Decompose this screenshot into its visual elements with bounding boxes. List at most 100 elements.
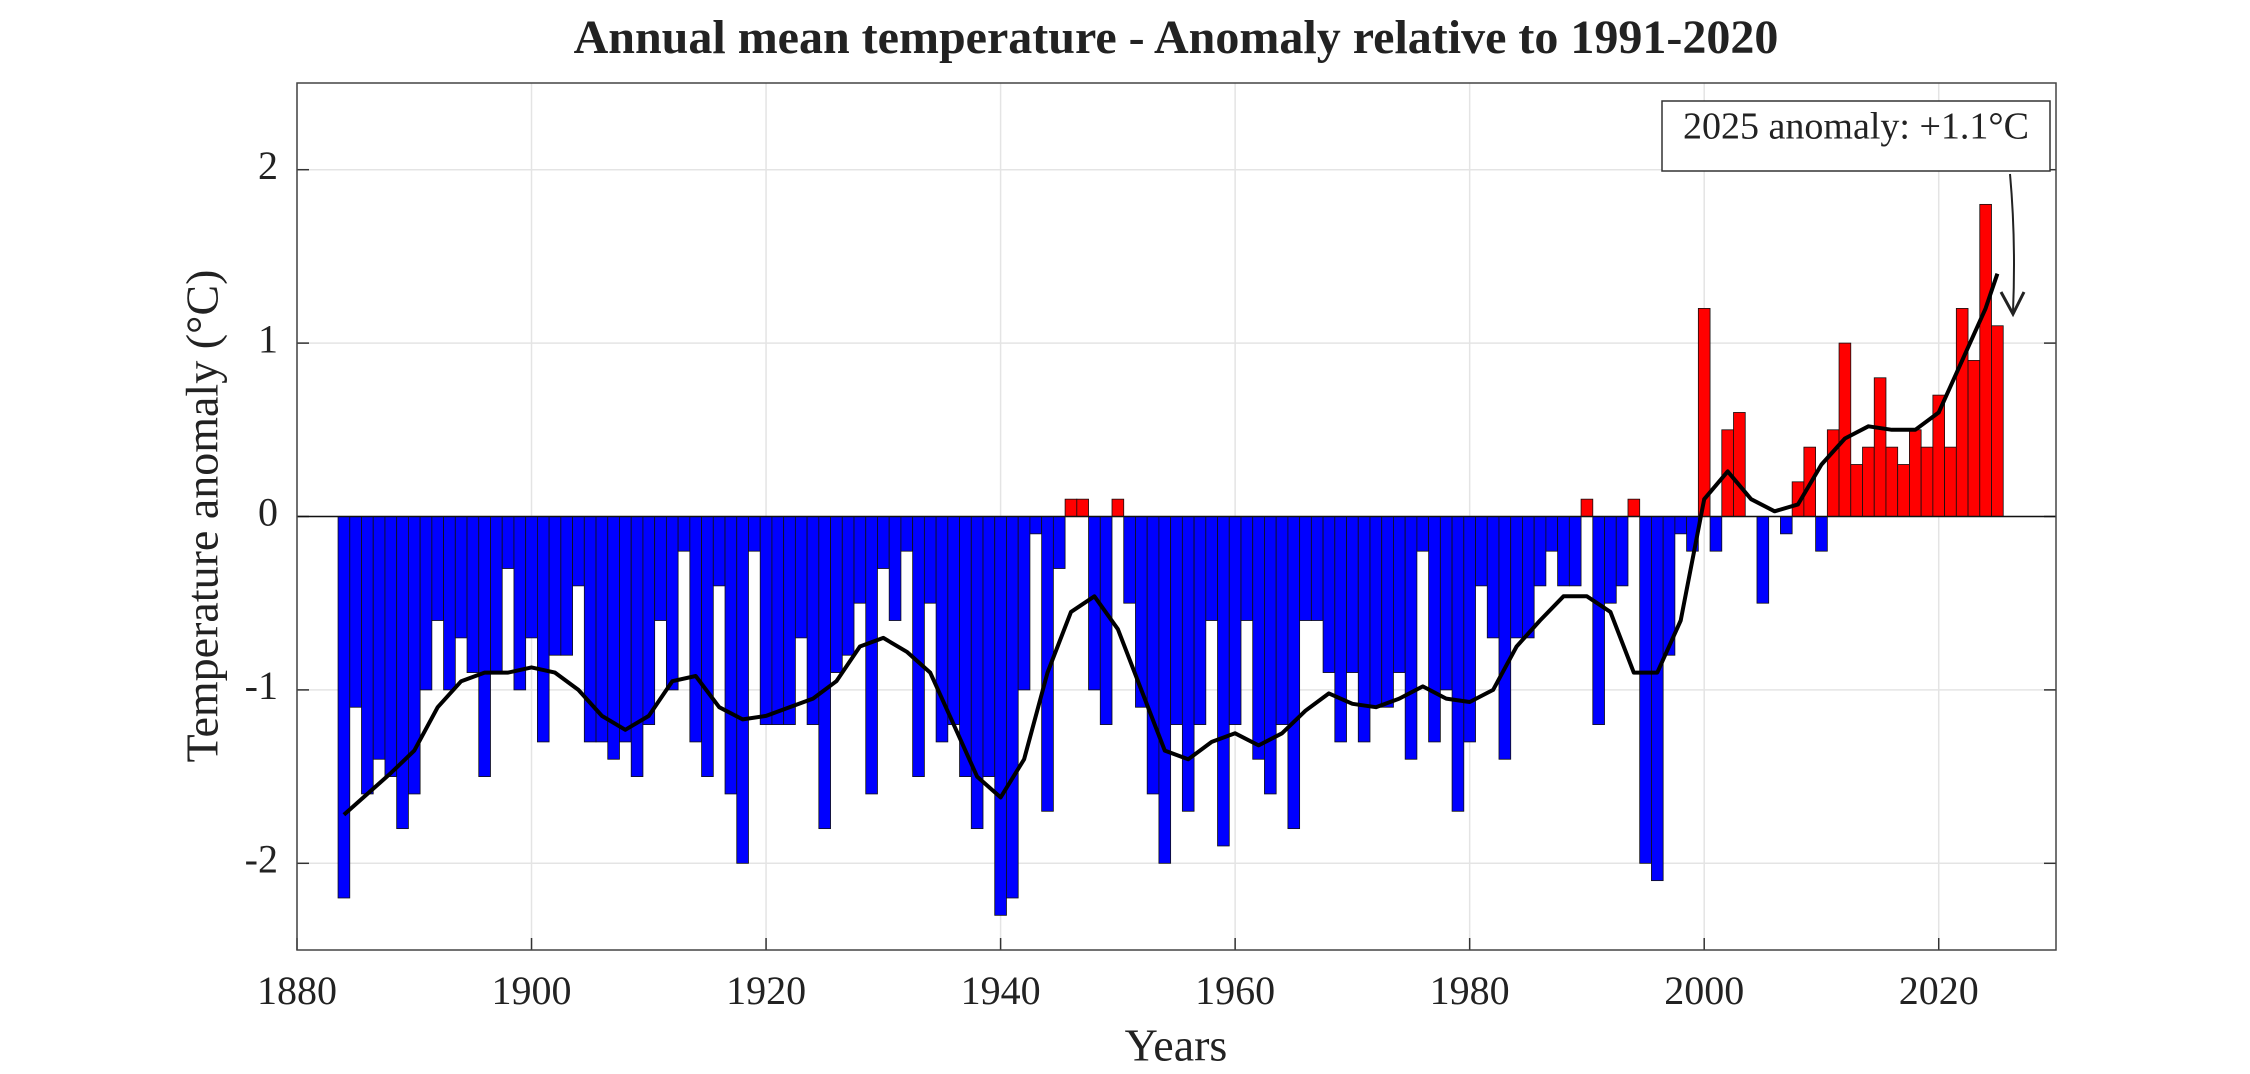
annotation-arrow — [2009, 173, 2015, 313]
bar — [1416, 516, 1430, 552]
bar — [1310, 516, 1324, 621]
bar — [1275, 516, 1289, 725]
bar — [1217, 516, 1230, 847]
bar — [1240, 516, 1254, 621]
bar — [654, 516, 667, 621]
bar — [337, 516, 351, 899]
bar — [466, 516, 480, 673]
bar — [1639, 516, 1652, 864]
x-tick-label: 1940 — [961, 968, 1041, 1013]
bar — [1780, 516, 1793, 535]
bar — [1862, 446, 1875, 517]
bar — [384, 516, 398, 778]
bar — [888, 516, 902, 621]
bar — [1393, 516, 1406, 673]
bar — [1052, 516, 1066, 569]
bar — [1264, 516, 1277, 795]
bar — [1381, 516, 1394, 708]
bar — [454, 516, 468, 639]
bar — [443, 516, 456, 691]
bar — [1533, 516, 1547, 587]
bar — [1850, 464, 1863, 517]
bar — [1076, 498, 1089, 517]
bar — [1299, 516, 1312, 621]
bar — [724, 516, 738, 795]
bar — [1346, 516, 1359, 673]
bar — [877, 516, 890, 569]
bar — [759, 516, 773, 725]
bar — [1181, 516, 1195, 812]
bar — [501, 516, 515, 569]
bar — [818, 516, 831, 830]
bar — [1158, 516, 1172, 864]
bar — [1909, 429, 1922, 517]
bar — [1897, 464, 1910, 517]
annotation: 2025 anomaly: +1.1°C — [1683, 106, 2029, 148]
bar — [900, 516, 914, 552]
bar — [1334, 516, 1347, 743]
bar — [1475, 516, 1488, 587]
bar — [923, 516, 937, 604]
bar — [783, 516, 796, 725]
bar — [1873, 377, 1887, 517]
bar — [595, 516, 609, 743]
annotation-box — [1661, 100, 2051, 172]
bar — [1228, 516, 1242, 725]
bar — [642, 516, 656, 725]
bar — [536, 516, 550, 743]
bar — [560, 516, 573, 656]
x-axis-label: Years — [1125, 1020, 1228, 1071]
x-tick-label: 1880 — [257, 968, 337, 1013]
bar — [982, 516, 996, 778]
bar — [712, 516, 726, 587]
bar — [1252, 516, 1265, 760]
bar — [1146, 516, 1160, 795]
bar — [1756, 516, 1770, 604]
plot-frame — [296, 82, 2057, 951]
bar — [630, 516, 644, 778]
bar — [771, 516, 785, 725]
bar — [1627, 498, 1641, 517]
bar — [1568, 516, 1582, 587]
bar — [525, 516, 538, 639]
bars — [337, 203, 2004, 916]
bar — [736, 516, 749, 864]
bar — [1522, 516, 1535, 639]
bar — [1017, 516, 1031, 691]
bar — [1029, 516, 1043, 535]
y-tick-label: -1 — [245, 663, 278, 708]
bar — [1885, 446, 1899, 517]
bar — [1955, 308, 1969, 517]
x-tick-label: 1960 — [1195, 968, 1275, 1013]
bar — [853, 516, 867, 604]
chart-title: Annual mean temperature - Anomaly relati… — [574, 11, 1779, 64]
bar — [490, 516, 503, 673]
x-tick-label: 1980 — [1430, 968, 1510, 1013]
bar — [1322, 516, 1336, 673]
overlay: 1880 1900 1920 1940 1960 1980 2000 2020 -2 -1 0 1 2 2… — [245, 82, 2057, 1013]
bar — [1592, 516, 1605, 725]
bar — [349, 516, 362, 708]
bar — [1369, 516, 1383, 708]
bar — [548, 516, 562, 656]
bar — [1193, 516, 1207, 725]
annotation-arrowhead — [1999, 291, 2026, 318]
bar — [1615, 516, 1629, 587]
bar — [912, 516, 925, 778]
bar — [1205, 516, 1218, 621]
y-tick-label: 2 — [258, 143, 278, 188]
bar — [677, 516, 691, 552]
bar — [478, 516, 491, 778]
bar — [1111, 498, 1125, 517]
bar — [419, 516, 433, 691]
bar — [572, 516, 585, 587]
bar — [1498, 516, 1512, 760]
y-tick-label: 1 — [258, 316, 278, 361]
bar — [689, 516, 702, 743]
bar — [619, 516, 632, 743]
bar — [1451, 516, 1465, 812]
bar — [1651, 516, 1664, 882]
bar — [1170, 516, 1183, 725]
bar — [1838, 342, 1852, 517]
